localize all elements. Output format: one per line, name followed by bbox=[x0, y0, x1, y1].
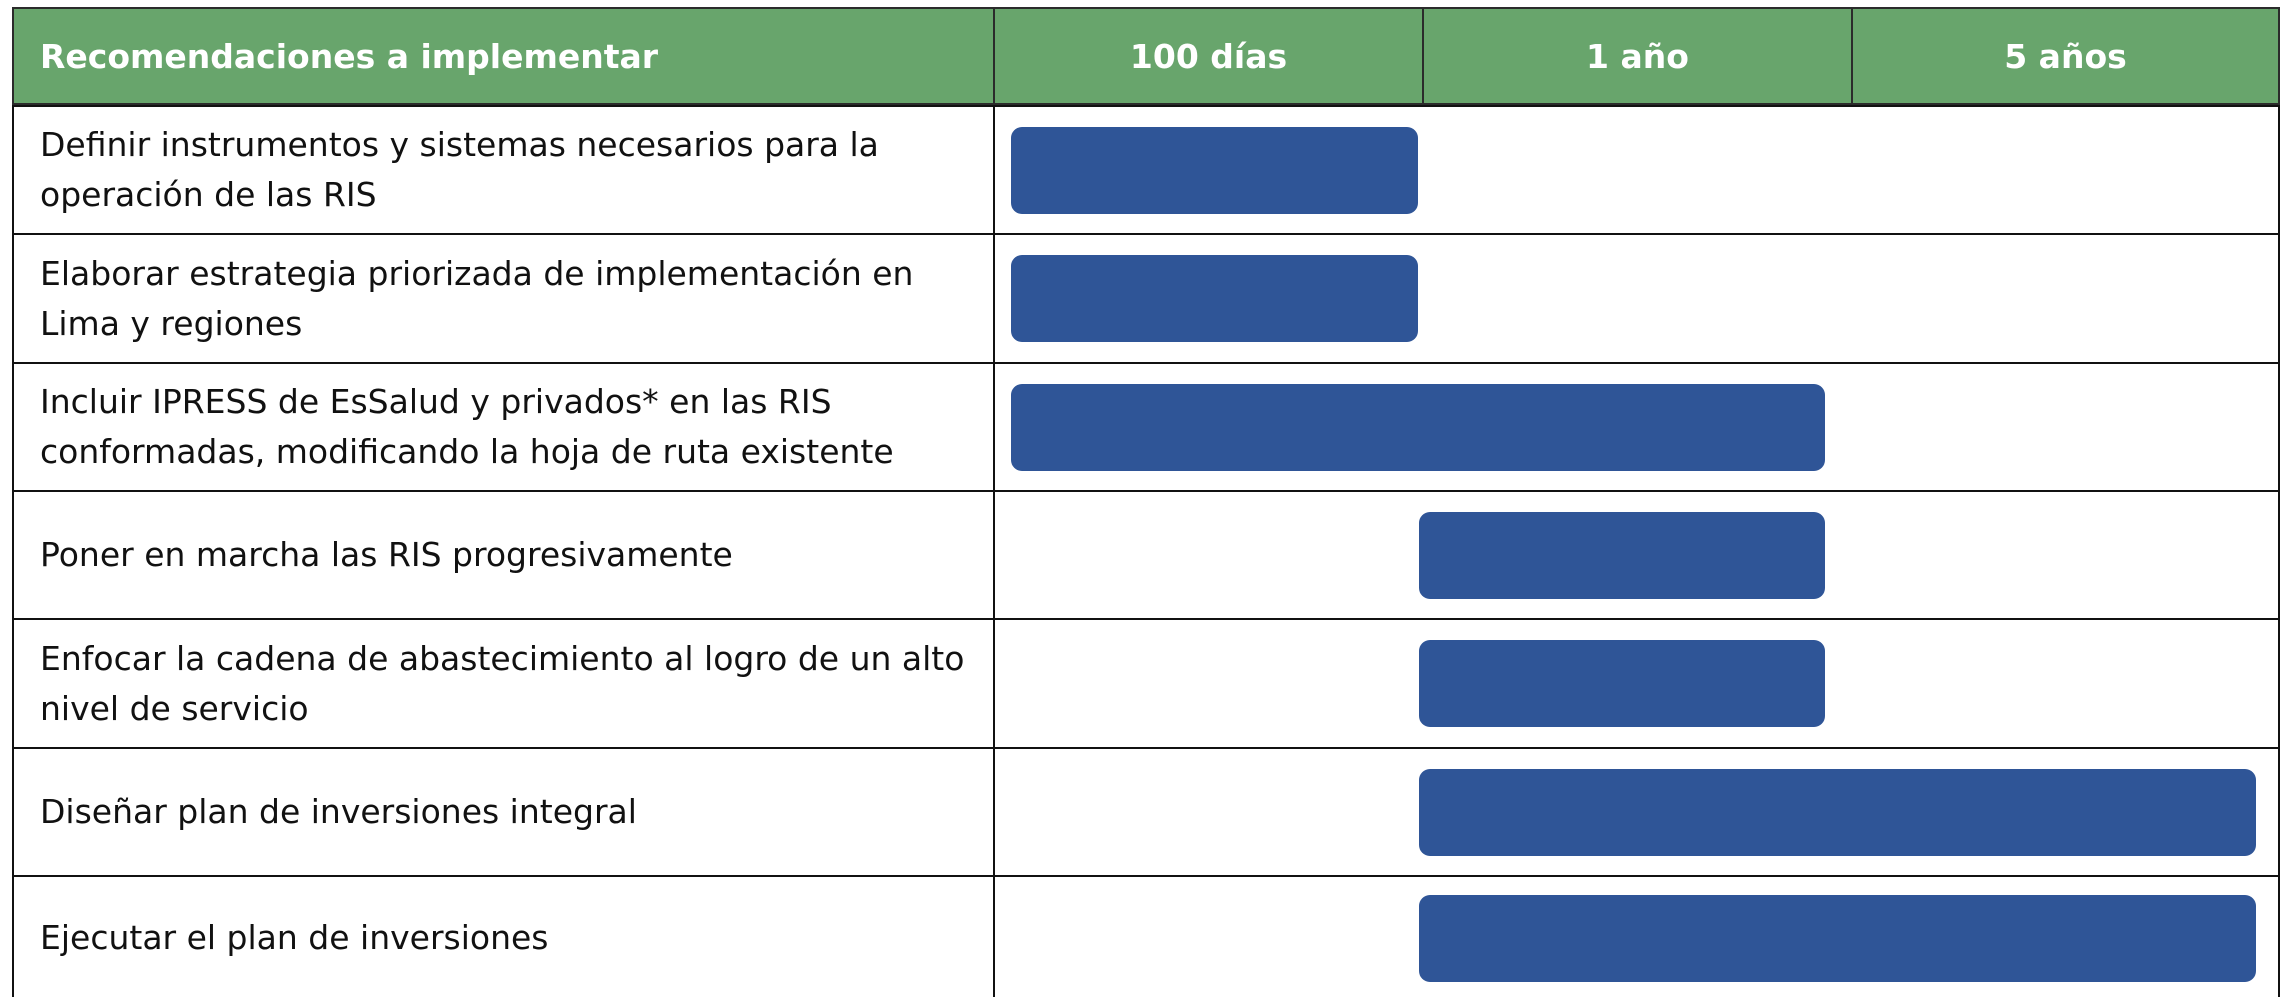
row-label: Poner en marcha las RIS progresivamente bbox=[40, 535, 733, 574]
row-label: Elaborar estrategia priorizada de implem… bbox=[40, 253, 914, 343]
header-cell: Recomendaciones a implementar bbox=[12, 7, 995, 105]
row-label-cell: Diseñar plan de inversiones integral bbox=[12, 747, 995, 877]
row-label-cell: Definir instrumentos y sistemas necesari… bbox=[12, 105, 995, 235]
timeline-bar bbox=[1011, 255, 1418, 342]
row-label: Definir instrumentos y sistemas necesari… bbox=[40, 125, 879, 214]
header-cell: 1 año bbox=[1422, 7, 1853, 105]
timeline-bar bbox=[1419, 894, 2256, 982]
row-label: Enfocar la cadena de abastecimiento al l… bbox=[40, 638, 965, 728]
row-label: Incluir IPRESS de EsSalud y privados* en… bbox=[40, 382, 894, 471]
header-cell: 5 años bbox=[1851, 7, 2280, 105]
row-label: Diseñar plan de inversiones integral bbox=[40, 792, 637, 831]
timeline-bar bbox=[1011, 383, 1825, 471]
timeline-cell bbox=[993, 875, 2280, 997]
row-label-cell: Enfocar la cadena de abastecimiento al l… bbox=[12, 618, 995, 749]
timeline-bar bbox=[1419, 768, 2256, 856]
row-label-cell: Elaborar estrategia priorizada de implem… bbox=[12, 233, 995, 364]
row-label: Ejecutar el plan de inversiones bbox=[40, 918, 549, 957]
timeline-bar bbox=[1419, 640, 1825, 727]
row-label-cell: Ejecutar el plan de inversiones bbox=[12, 875, 995, 997]
timeline-bar bbox=[1011, 126, 1418, 214]
row-label-cell: Poner en marcha las RIS progresivamente bbox=[12, 490, 995, 620]
row-label-cell: Incluir IPRESS de EsSalud y privados* en… bbox=[12, 362, 995, 492]
timeline-bar bbox=[1419, 511, 1825, 599]
header-cell: 100 días bbox=[993, 7, 1424, 105]
